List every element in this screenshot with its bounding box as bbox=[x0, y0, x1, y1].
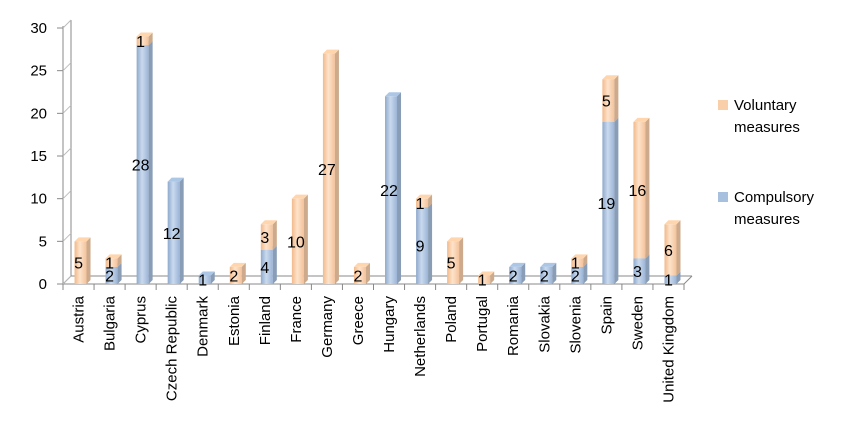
x-category-label: Denmark bbox=[195, 296, 212, 357]
data-label-voluntary: 1 bbox=[416, 196, 425, 213]
data-label-voluntary: 5 bbox=[602, 94, 611, 111]
bar-voluntary bbox=[416, 194, 433, 208]
x-category-label: Estonia bbox=[226, 295, 243, 346]
y-tick-depth bbox=[62, 147, 72, 157]
bars bbox=[74, 32, 681, 285]
data-label-voluntary: 2 bbox=[229, 268, 238, 285]
data-label-voluntary: 3 bbox=[260, 230, 269, 247]
data-label-voluntary: 1 bbox=[571, 256, 580, 273]
x-category-label: Romania bbox=[505, 295, 522, 356]
data-label-voluntary: 27 bbox=[318, 162, 336, 179]
legend-label-line2: measures bbox=[734, 119, 800, 136]
x-category-label: United Kingdom bbox=[660, 296, 677, 403]
legend-label-line2: measures bbox=[734, 211, 800, 228]
x-category-label: Poland bbox=[443, 296, 460, 343]
data-label-compulsory: 4 bbox=[260, 260, 269, 277]
x-category-label: Hungary bbox=[381, 296, 398, 353]
legend-swatch bbox=[718, 100, 728, 110]
legend: Voluntary measures Compulsory measures bbox=[718, 97, 815, 228]
data-label-compulsory: 2 bbox=[571, 268, 580, 285]
y-tick-depth bbox=[62, 62, 72, 72]
y-tick-label: 10 bbox=[30, 191, 47, 208]
data-label-compulsory: 9 bbox=[416, 239, 425, 256]
bar-voluntary bbox=[229, 262, 246, 284]
y-tick-label: 20 bbox=[30, 105, 47, 122]
bar-compulsory bbox=[167, 177, 184, 284]
bar-voluntary bbox=[602, 75, 619, 122]
legend-label: Voluntary bbox=[734, 97, 797, 114]
x-category-label: Greece bbox=[350, 296, 367, 345]
x-category-label: Sweden bbox=[629, 296, 646, 350]
x-category-label: Netherlands bbox=[412, 296, 429, 377]
y-tick-depth bbox=[62, 275, 72, 285]
x-category-label: Austria bbox=[71, 295, 88, 342]
data-label-compulsory: 28 bbox=[132, 158, 150, 175]
x-category-label: Slovenia bbox=[567, 295, 584, 353]
x-category-label: Germany bbox=[319, 296, 336, 358]
x-category-label: Czech Republic bbox=[164, 296, 181, 402]
data-label-compulsory: 3 bbox=[633, 264, 642, 281]
bar-voluntary bbox=[136, 32, 153, 46]
data-label-compulsory: 22 bbox=[380, 183, 398, 200]
bar-compulsory bbox=[136, 41, 153, 284]
bar-voluntary bbox=[322, 49, 339, 284]
x-category-label: Cyprus bbox=[133, 296, 150, 344]
bar-voluntary bbox=[105, 254, 122, 267]
y-tick-label: 25 bbox=[30, 63, 47, 80]
bar-voluntary bbox=[260, 220, 277, 250]
data-label-compulsory: 12 bbox=[163, 226, 181, 243]
y-tick-label: 30 bbox=[30, 20, 47, 37]
bar-compulsory bbox=[509, 262, 526, 284]
data-label-compulsory: 19 bbox=[597, 196, 615, 213]
x-category-label: France bbox=[288, 296, 305, 343]
bar-voluntary bbox=[571, 254, 588, 267]
data-label-voluntary: 16 bbox=[629, 183, 647, 200]
floor-right-edge bbox=[683, 275, 693, 285]
bar-voluntary bbox=[478, 271, 495, 284]
bar-voluntary bbox=[633, 117, 650, 259]
bar-voluntary bbox=[291, 194, 308, 284]
bar-voluntary bbox=[447, 237, 464, 284]
y-tick-depth bbox=[62, 19, 72, 29]
x-category-label: Spain bbox=[598, 296, 615, 334]
data-label-compulsory: 2 bbox=[105, 268, 114, 285]
bar-voluntary bbox=[74, 237, 91, 284]
data-label-voluntary: 1 bbox=[105, 256, 114, 273]
y-tick-label: 5 bbox=[39, 233, 47, 250]
y-tick-depth bbox=[62, 190, 72, 200]
y-tick-depth bbox=[62, 104, 72, 114]
bar-compulsory bbox=[198, 271, 215, 284]
data-label-voluntary: 1 bbox=[136, 34, 145, 51]
bar-compulsory bbox=[540, 262, 557, 284]
y-tick-depth bbox=[62, 232, 72, 242]
bar-voluntary bbox=[353, 262, 370, 284]
data-label-voluntary: 5 bbox=[447, 256, 456, 273]
y-tick-label: 0 bbox=[39, 276, 47, 293]
data-label-compulsory: 2 bbox=[509, 268, 518, 285]
y-tick-label: 15 bbox=[30, 148, 47, 165]
legend-swatch bbox=[718, 192, 728, 202]
data-label-compulsory: 1 bbox=[664, 273, 673, 290]
data-label-compulsory: 1 bbox=[198, 273, 207, 290]
data-label-voluntary: 2 bbox=[354, 268, 363, 285]
bar-compulsory bbox=[385, 92, 402, 285]
bar-compulsory bbox=[602, 117, 619, 284]
data-label-voluntary: 5 bbox=[74, 256, 83, 273]
back-floor-line bbox=[62, 275, 692, 285]
x-category-label: Bulgaria bbox=[102, 295, 119, 351]
x-category-label: Slovakia bbox=[536, 295, 553, 352]
legend-label: Compulsory bbox=[734, 189, 815, 206]
x-category-label: Finland bbox=[257, 296, 274, 345]
data-label-compulsory: 2 bbox=[540, 268, 549, 285]
data-label-voluntary: 1 bbox=[478, 273, 487, 290]
data-label-voluntary: 6 bbox=[664, 243, 673, 260]
bar-voluntary bbox=[664, 220, 681, 276]
data-label-voluntary: 10 bbox=[287, 234, 305, 251]
x-category-label: Portugal bbox=[474, 296, 491, 352]
